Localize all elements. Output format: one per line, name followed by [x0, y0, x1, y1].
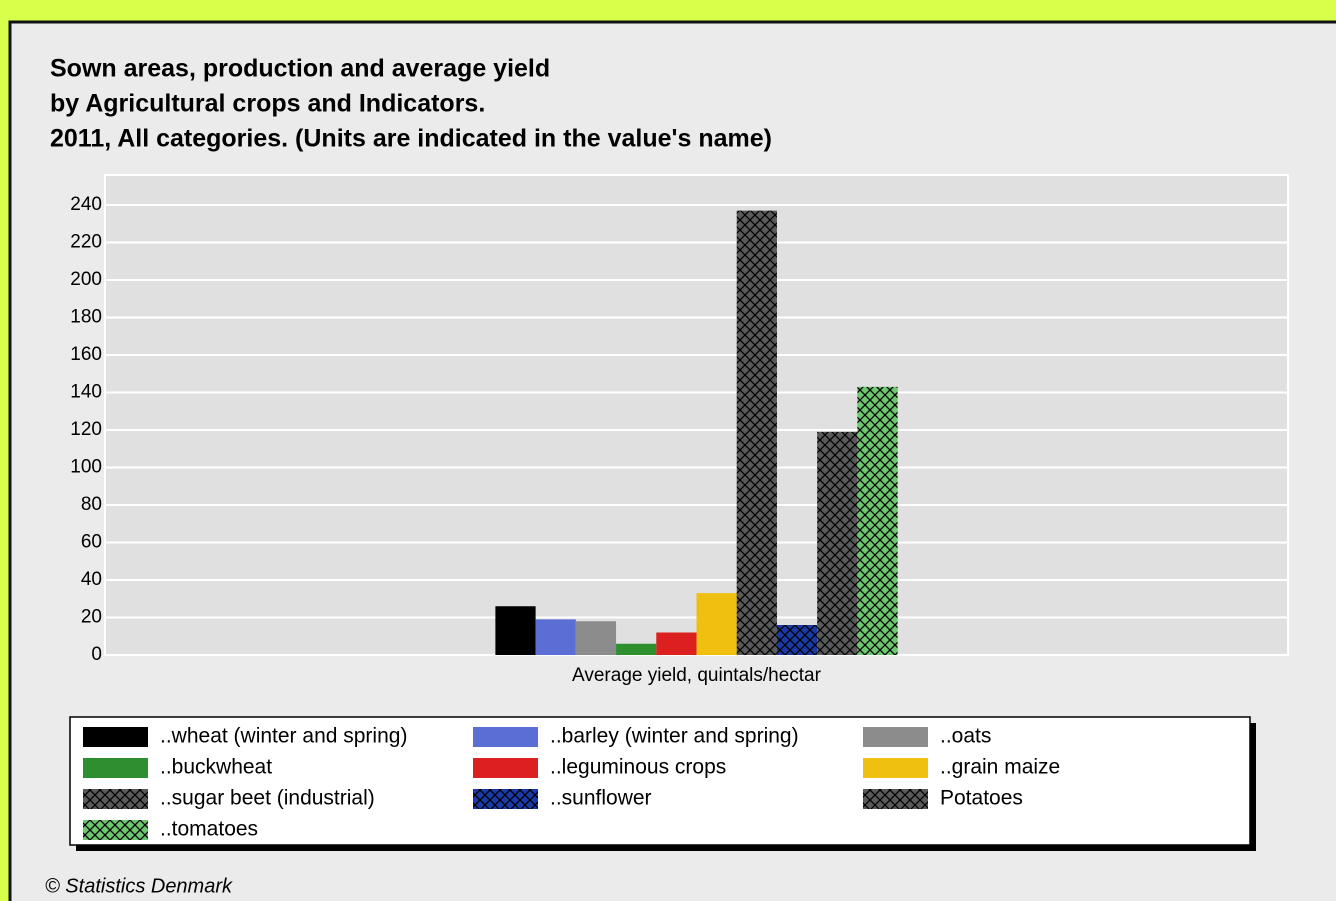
y-tick-label: 200 — [70, 269, 102, 290]
legend-label: ..oats — [940, 725, 991, 748]
legend-label: ..wheat (winter and spring) — [160, 725, 407, 748]
legend-label: ..grain maize — [940, 756, 1060, 779]
legend-swatch — [473, 758, 538, 778]
legend-label: ..tomatoes — [160, 818, 258, 841]
chart-title: Sown areas, production and average yield — [50, 55, 550, 83]
y-tick-label: 80 — [81, 494, 102, 515]
plot-area — [104, 174, 1289, 656]
y-tick-label: 220 — [70, 232, 102, 253]
legend-label: ..leguminous crops — [550, 756, 726, 779]
legend-swatch — [83, 758, 148, 778]
legend-swatch — [863, 727, 928, 747]
source: © Statistics Denmark — [45, 875, 233, 897]
bar — [535, 619, 576, 655]
y-tick-label: 100 — [70, 457, 102, 478]
chart-title: by Agricultural crops and Indicators. — [50, 90, 485, 118]
legend-swatch — [863, 758, 928, 778]
x-tick-label: Average yield, quintals/hectar — [572, 665, 822, 686]
legend-label: ..sugar beet (industrial) — [160, 787, 375, 810]
bar — [736, 210, 777, 655]
legend-label: ..buckwheat — [160, 756, 272, 779]
y-tick-label: 140 — [70, 382, 102, 403]
chart-title: 2011, All categories. (Units are indicat… — [50, 125, 772, 153]
bar — [817, 431, 858, 655]
bar — [616, 643, 657, 655]
y-tick-label: 240 — [70, 194, 102, 215]
y-tick-label: 160 — [70, 344, 102, 365]
legend-label: ..sunflower — [550, 787, 652, 810]
bar — [575, 621, 617, 655]
y-tick-label: 180 — [70, 307, 102, 328]
y-tick-label: 120 — [70, 419, 102, 440]
legend-label: Potatoes — [940, 787, 1023, 810]
y-tick-label: 20 — [81, 607, 102, 628]
legend-label: ..barley (winter and spring) — [550, 725, 799, 748]
bar — [696, 593, 737, 655]
bar — [495, 606, 536, 655]
y-tick-label: 40 — [81, 569, 102, 590]
y-tick-label: 0 — [91, 644, 102, 665]
legend-swatch — [83, 727, 148, 747]
legend-swatch — [83, 789, 148, 809]
legend-swatch — [473, 727, 538, 747]
y-tick-label: 60 — [81, 532, 102, 553]
legend-swatch — [473, 789, 538, 809]
bar — [656, 632, 697, 655]
bar — [857, 386, 898, 655]
bar — [776, 625, 818, 655]
legend — [69, 716, 1251, 846]
legend-swatch — [83, 820, 148, 840]
legend-swatch — [863, 789, 928, 809]
